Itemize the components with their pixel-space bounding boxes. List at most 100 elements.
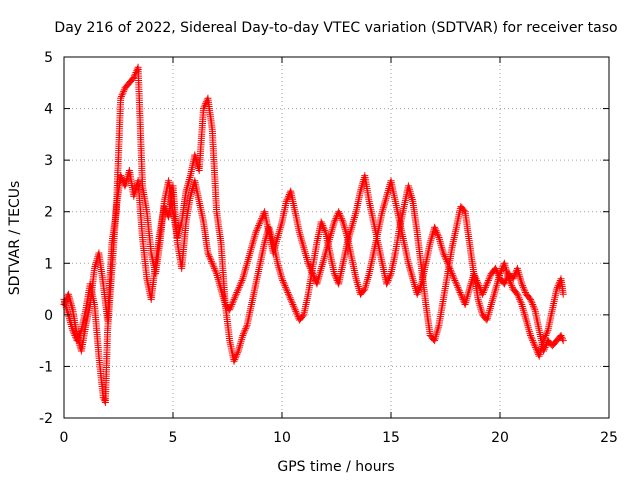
data-point: [531, 342, 539, 350]
data-point: [554, 282, 562, 290]
data-point: [226, 304, 234, 312]
data-point: [100, 395, 108, 403]
data-point: [487, 271, 495, 279]
data-point: [233, 350, 241, 358]
data-point: [335, 208, 343, 216]
data-point: [240, 271, 248, 279]
data-point: [287, 297, 295, 305]
data-point: [540, 335, 548, 343]
data-point: [285, 292, 293, 300]
data-point: [413, 290, 421, 298]
data-point: [450, 275, 458, 283]
data-point: [130, 74, 138, 82]
plot-frame: [63, 56, 610, 419]
data-point: [256, 218, 264, 226]
data-point: [438, 245, 446, 253]
x-tick-label: 5: [169, 430, 178, 446]
data-point: [232, 292, 239, 300]
data-point: [117, 93, 125, 100]
data-point: [455, 285, 463, 293]
data-point: [336, 211, 344, 219]
data-point: [454, 283, 462, 291]
data-point: [297, 232, 304, 240]
data-point: [280, 280, 288, 288]
data-point: [427, 235, 435, 243]
data-point: [493, 281, 501, 289]
data-point: [119, 89, 127, 97]
data-point: [289, 301, 297, 308]
data-point: [330, 270, 338, 278]
data-point: [252, 228, 260, 236]
data-point: [557, 332, 565, 339]
data-point: [383, 278, 391, 286]
data-point: [232, 290, 240, 298]
data-point: [484, 277, 492, 284]
data-point: [293, 309, 300, 317]
data-point: [281, 282, 289, 290]
data-point: [286, 294, 294, 302]
data-point: [234, 287, 242, 295]
data-point: [519, 283, 527, 291]
data-point: [238, 277, 246, 284]
data-point: [329, 222, 337, 230]
data-point: [527, 332, 534, 339]
data-point: [282, 285, 290, 293]
data-point: [515, 294, 523, 302]
data-point: [335, 209, 343, 217]
data-point: [496, 270, 504, 278]
data-point: [241, 326, 249, 334]
data-point: [484, 278, 492, 286]
data-point: [304, 259, 312, 267]
data-point: [337, 213, 345, 221]
data-point: [386, 271, 394, 279]
data-point: [282, 197, 290, 205]
data-point: [226, 306, 234, 314]
data-point: [516, 297, 524, 305]
data-point: [514, 292, 522, 300]
data-point: [332, 273, 340, 281]
data-point: [559, 335, 566, 343]
y-tick-label: 4: [44, 102, 53, 118]
data-point: [540, 337, 548, 345]
data-point: [208, 259, 216, 267]
data-point: [278, 275, 286, 283]
data-point: [508, 283, 516, 291]
data-point: [292, 307, 300, 315]
data-point: [488, 299, 496, 307]
data-point: [255, 222, 263, 229]
data-point: [415, 285, 423, 293]
data-point: [530, 340, 538, 348]
data-point: [330, 218, 338, 226]
data-point: [231, 294, 239, 302]
data-point: [558, 333, 566, 341]
data-point: [239, 332, 247, 339]
data-point: [207, 256, 215, 264]
data-point: [542, 332, 550, 339]
y-tick-label: -2: [39, 411, 53, 427]
data-point: [513, 290, 521, 298]
data-point: [553, 283, 561, 291]
data-point: [206, 254, 214, 262]
y-tick-label: -1: [39, 359, 53, 375]
data-point: [529, 337, 537, 345]
data-point: [205, 252, 213, 260]
data-point: [133, 67, 141, 75]
data-point: [442, 256, 450, 264]
data-point: [235, 283, 243, 291]
data-point: [277, 271, 285, 279]
data-point: [498, 266, 505, 274]
data-point: [434, 232, 442, 240]
data-point: [256, 220, 263, 228]
data-point: [237, 337, 245, 345]
data-point: [290, 304, 298, 312]
y-tick-label: 5: [44, 50, 53, 66]
data-point: [229, 297, 237, 305]
data-point: [299, 312, 307, 320]
data-point: [285, 290, 292, 298]
data-point: [532, 345, 540, 353]
data-point: [453, 282, 461, 290]
data-point: [508, 282, 516, 290]
data-point: [117, 172, 125, 180]
data-point: [319, 223, 327, 231]
data-point: [232, 354, 239, 362]
